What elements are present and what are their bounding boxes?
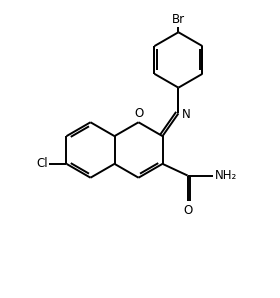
Text: Br: Br <box>172 13 185 26</box>
Text: Cl: Cl <box>36 157 48 170</box>
Text: N: N <box>181 108 190 121</box>
Text: O: O <box>134 107 143 120</box>
Text: O: O <box>183 204 192 217</box>
Text: NH₂: NH₂ <box>214 169 237 182</box>
